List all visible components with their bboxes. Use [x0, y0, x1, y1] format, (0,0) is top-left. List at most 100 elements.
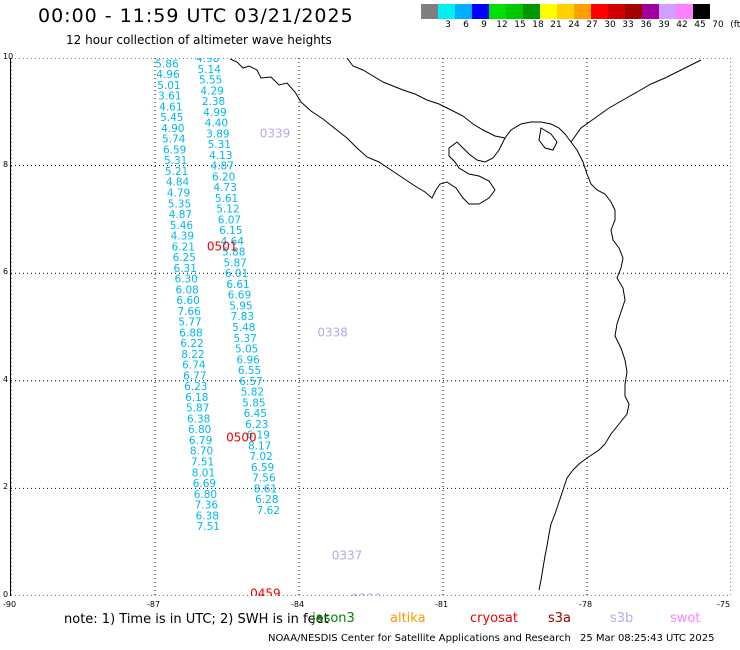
- wave-height-value: 4.79: [167, 188, 190, 200]
- altimeter-tracks: 5.864.965.013.614.615.454.905.746.595.31…: [155, 58, 280, 533]
- legend-label: 27: [586, 20, 598, 30]
- coastline: [229, 58, 630, 591]
- wave-height-value: 5.82: [241, 387, 264, 399]
- wave-height-value: 6.80: [188, 424, 211, 436]
- wave-height-value: 8.17: [248, 440, 271, 452]
- wave-height-value: 5.21: [165, 166, 188, 178]
- lon-tick-label: -87: [147, 600, 161, 609]
- pass-time-label: 0337: [332, 549, 363, 563]
- lat-tick-label: 10: [3, 52, 14, 61]
- legend-swatch: [438, 4, 455, 19]
- legend-label: 3: [445, 20, 451, 30]
- legend-label: 36: [640, 20, 652, 30]
- map-title: 00:00 - 11:59 UTC 03/21/2025: [38, 5, 354, 27]
- wave-height-value: 6.25: [173, 252, 196, 264]
- wave-height-value: 4.99: [203, 107, 226, 119]
- wave-height-value: 7.02: [249, 451, 272, 463]
- wave-height-value: 6.20: [212, 171, 235, 183]
- wave-height-value: 2.38: [202, 96, 225, 108]
- wave-height-value: 5.31: [164, 155, 187, 167]
- wave-height-value: 4.98: [196, 58, 219, 65]
- wave-height-value: 4.64: [221, 236, 245, 248]
- wave-height-value: 6.28: [255, 494, 278, 506]
- wave-height-value: 4.40: [205, 118, 228, 130]
- wave-height-value: 6.30: [175, 274, 198, 286]
- map-area[interactable]: 5.86 4.96 5.01 3.61 4.61 5.45 4.90 5.74 6.59 5.31…: [10, 58, 731, 596]
- wave-height-value: 5.12: [216, 204, 239, 216]
- pass-time-label: 0336: [351, 592, 382, 596]
- wave-height-value: 6.38: [187, 413, 210, 425]
- wave-height-value: 5.85: [242, 397, 265, 409]
- wave-height-value: 6.96: [236, 354, 260, 366]
- legend-label: 15: [514, 20, 526, 30]
- pass-time-label: 0339: [260, 126, 291, 140]
- wave-height-value: 5.61: [215, 193, 238, 205]
- wave-height-value: 4.61: [159, 101, 182, 113]
- wave-height-value: 6.23: [245, 419, 268, 431]
- wave-height-value: 6.08: [175, 284, 198, 296]
- wave-height-value: 5.35: [168, 198, 191, 210]
- wave-height-value: 6.22: [180, 338, 203, 350]
- wave-height-value: 6.21: [172, 241, 195, 253]
- legend-label: 30: [604, 20, 616, 30]
- wave-height-value: 6.61: [226, 279, 249, 291]
- mission-label: jason3: [312, 611, 355, 626]
- legend-swatch: [659, 4, 676, 19]
- lon-tick-label: -78: [579, 600, 593, 609]
- wave-height-value: 5.46: [170, 220, 194, 232]
- legend-swatch: [557, 4, 574, 19]
- graticule: [11, 58, 731, 596]
- legend-swatch: [455, 4, 472, 19]
- map-subtitle: 12 hour collection of altimeter wave hei…: [66, 33, 332, 47]
- legend-label: 42: [676, 20, 688, 30]
- mission-label: cryosat: [470, 611, 518, 626]
- wave-height-value: 6.15: [219, 225, 242, 237]
- wave-height-value: 6.59: [251, 462, 274, 474]
- mission-label: s3b: [610, 611, 634, 626]
- pass-time-label: 0338: [317, 325, 348, 339]
- coastline-north: [346, 58, 702, 143]
- lat-tick-label: 4: [3, 374, 9, 384]
- legend-swatch: [608, 4, 625, 19]
- map-canvas: 5.864.965.013.614.615.454.905.746.595.31…: [11, 58, 731, 596]
- wave-height-value: 6.60: [176, 295, 199, 307]
- wave-height-value: 4.73: [213, 182, 236, 194]
- lon-tick-label: -75: [717, 600, 731, 609]
- wave-height-value: 6.57: [239, 376, 262, 388]
- wave-height-value: 7.66: [177, 306, 201, 318]
- wave-height-value: 5.37: [234, 333, 257, 345]
- wave-height-value: 5.77: [178, 317, 201, 329]
- legend-swatches: [421, 4, 740, 19]
- lon-tick-label: -84: [291, 600, 305, 609]
- wave-height-value: 6.69: [193, 478, 216, 490]
- wave-height-value: 4.87: [169, 209, 192, 221]
- legend-label: 45: [694, 20, 706, 30]
- wave-height-value: 6.38: [196, 510, 219, 522]
- wave-height-value: 5.88: [222, 247, 245, 259]
- wave-height-value: 5.87: [223, 257, 246, 269]
- wave-height-value: 7.36: [195, 500, 219, 512]
- legend-label: 70: [712, 20, 724, 30]
- legend-label: 9: [481, 20, 487, 30]
- legend-label: 18: [532, 20, 544, 30]
- wave-height-value: 8.01: [192, 467, 215, 479]
- mission-label: s3a: [548, 611, 572, 626]
- wave-height-value: 6.88: [179, 327, 202, 339]
- wave-height-value: 6.55: [238, 365, 261, 377]
- lat-tick-label: 0: [3, 590, 9, 599]
- wave-height-value: 6.79: [189, 435, 212, 447]
- legend-swatch: [693, 4, 710, 19]
- legend-swatch: [523, 4, 540, 19]
- wave-height-value: 5.95: [229, 300, 252, 312]
- wave-height-value: 5.45: [160, 112, 183, 124]
- wave-height-value: 4.90: [161, 123, 184, 135]
- lat-tick-label: 6: [3, 267, 9, 277]
- lat-tick-label: 2: [3, 482, 9, 492]
- lake-shoreline: [538, 127, 558, 151]
- credit-line: NOAA/NESDIS Center for Satellite Applica…: [268, 633, 571, 644]
- wave-height-value: 5.31: [208, 139, 231, 151]
- legend-swatch: [472, 4, 489, 19]
- wave-height-value: 6.31: [174, 263, 197, 275]
- pass-time-label: 0500: [226, 430, 257, 444]
